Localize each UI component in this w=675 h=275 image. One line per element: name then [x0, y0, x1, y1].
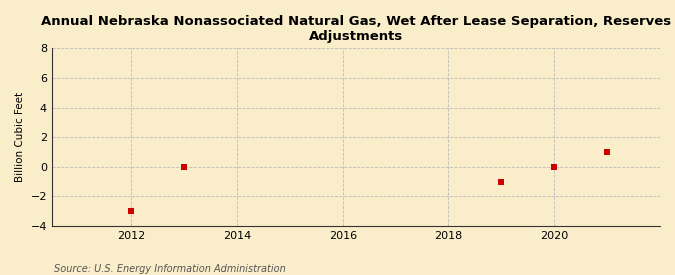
Title: Annual Nebraska Nonassociated Natural Gas, Wet After Lease Separation, Reserves
: Annual Nebraska Nonassociated Natural Ga…: [41, 15, 671, 43]
Text: Source: U.S. Energy Information Administration: Source: U.S. Energy Information Administ…: [54, 264, 286, 274]
Y-axis label: Billion Cubic Feet: Billion Cubic Feet: [15, 92, 25, 182]
